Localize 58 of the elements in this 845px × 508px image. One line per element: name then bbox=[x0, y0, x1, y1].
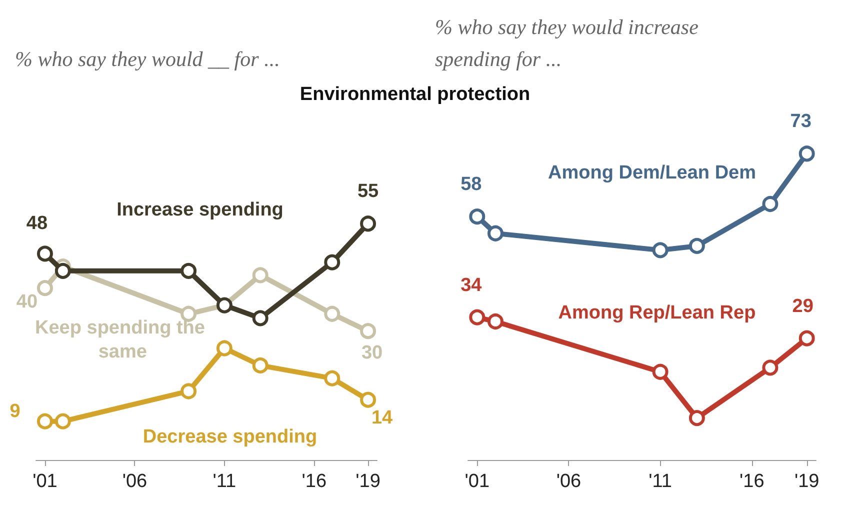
data-label: 58 bbox=[460, 174, 482, 196]
x-tick-label: '06 bbox=[122, 471, 148, 492]
point bbox=[798, 330, 815, 346]
point bbox=[469, 309, 486, 326]
data-label: 40 bbox=[16, 292, 38, 313]
point bbox=[324, 254, 340, 270]
x-tick-label: '16 bbox=[740, 471, 764, 492]
point bbox=[252, 357, 268, 374]
point bbox=[652, 364, 668, 380]
point bbox=[487, 225, 504, 242]
point bbox=[36, 413, 53, 430]
point bbox=[360, 323, 376, 340]
x-tick-label: '06 bbox=[556, 471, 582, 492]
series-label: Among Dem/Lean Dem bbox=[548, 162, 756, 184]
text: Increase spending bbox=[116, 200, 284, 220]
series-label: Decrease spending bbox=[142, 426, 318, 448]
x-tick-label: '11 bbox=[648, 471, 672, 492]
data-label: 29 bbox=[792, 296, 814, 317]
point bbox=[487, 314, 504, 330]
point bbox=[798, 146, 815, 162]
x-tick-label: '16 bbox=[302, 471, 327, 492]
point bbox=[180, 383, 197, 400]
point bbox=[180, 306, 197, 322]
point bbox=[360, 392, 376, 408]
chart-subtitle: % who say they would __ for ... bbox=[15, 47, 280, 71]
x-tick-label: '19 bbox=[794, 471, 820, 492]
point bbox=[469, 208, 486, 225]
point bbox=[688, 410, 705, 426]
point bbox=[180, 262, 197, 279]
point bbox=[54, 262, 71, 279]
point bbox=[324, 370, 340, 386]
data-label: 34 bbox=[460, 274, 482, 296]
data-label: 48 bbox=[26, 213, 48, 234]
point bbox=[688, 238, 705, 254]
point bbox=[252, 310, 268, 326]
data-label: 9 bbox=[10, 400, 20, 422]
chart-title: Environmental protection bbox=[298, 84, 532, 106]
data-label: 55 bbox=[357, 181, 380, 202]
data-label: 73 bbox=[790, 111, 812, 132]
data-label: 14 bbox=[371, 407, 394, 428]
x-tick-label: '01 bbox=[32, 471, 58, 492]
chart-subtitle: % who say they would increase spending for ... bbox=[435, 15, 704, 71]
point bbox=[652, 242, 668, 258]
series-label: Keep spending the same bbox=[35, 318, 205, 362]
x-tick-label: '19 bbox=[356, 471, 380, 492]
point bbox=[762, 360, 778, 376]
point bbox=[36, 280, 53, 296]
series-label: Among Rep/Lean Rep bbox=[558, 302, 756, 324]
data-label: 30 bbox=[361, 342, 383, 364]
point bbox=[252, 267, 268, 284]
x-tick-label: '01 bbox=[464, 471, 490, 492]
point bbox=[216, 340, 232, 356]
point bbox=[762, 196, 778, 212]
point bbox=[36, 246, 53, 262]
point bbox=[54, 413, 71, 430]
point bbox=[360, 216, 376, 232]
x-tick-label: '11 bbox=[212, 471, 236, 492]
point bbox=[324, 306, 340, 322]
